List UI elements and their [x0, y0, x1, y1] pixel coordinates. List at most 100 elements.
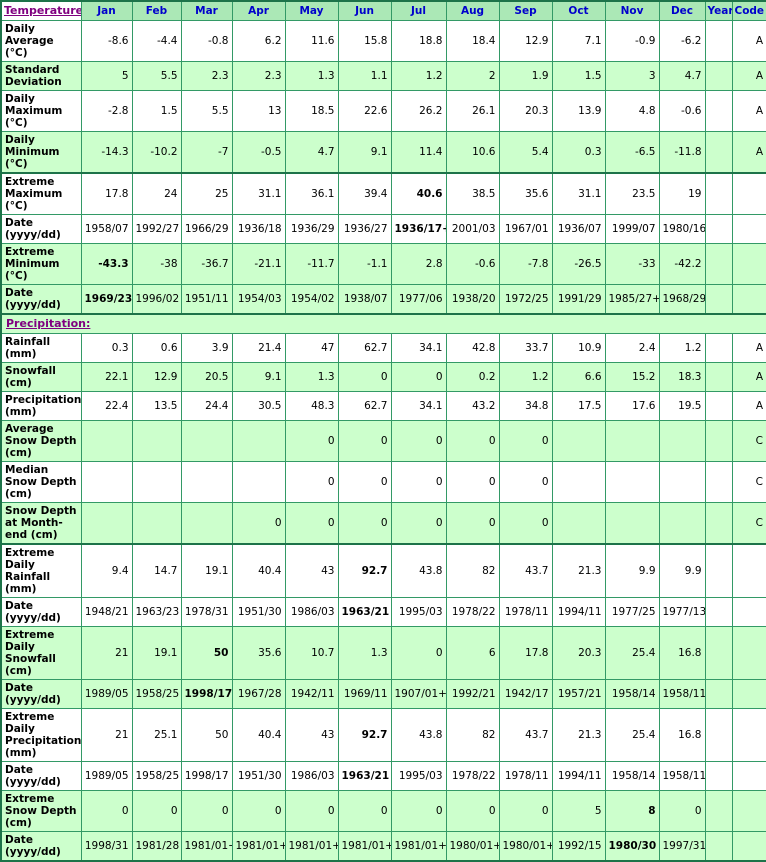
data-cell: 34.1 — [390, 333, 447, 363]
table-row: Rainfall (mm) 0.3 0.6 3.9 21.4 47 62.7 34.1 42.8… — [0, 333, 766, 363]
data-cell — [80, 461, 133, 503]
data-cell: 31.1 — [551, 172, 606, 215]
data-cell: 25.1 — [131, 708, 182, 762]
data-cell: 12.9 — [498, 20, 553, 62]
data-cell: -6.5 — [604, 131, 660, 174]
data-cell: 26.2 — [390, 90, 447, 132]
data-cell: 50 — [180, 708, 233, 762]
data-cell: 1978/11 — [498, 761, 553, 791]
row-label: Average Snow Depth (cm) — [0, 420, 82, 462]
data-cell: 1989/05 — [80, 679, 133, 709]
data-cell: 43.8 — [390, 708, 447, 762]
data-cell: 9.1 — [231, 362, 286, 392]
data-cell: 1995/03 — [390, 761, 447, 791]
code-cell — [731, 708, 766, 762]
data-cell: 8 — [604, 790, 660, 832]
data-cell: 21.3 — [551, 708, 606, 762]
data-cell: 1994/11 — [551, 597, 606, 627]
data-cell: 62.7 — [337, 391, 392, 421]
data-cell: 1981/01+ — [284, 831, 339, 862]
data-cell: 6.6 — [551, 362, 606, 392]
month-header-may: May — [284, 0, 339, 21]
data-cell: 43.7 — [498, 708, 553, 762]
data-cell: 2.4 — [604, 333, 660, 363]
data-cell: 0 — [284, 502, 339, 545]
data-cell: 21.3 — [551, 543, 606, 598]
data-cell: 1980/01+ — [498, 831, 553, 862]
table-row: Snowfall (cm) 22.1 12.9 20.5 9.1 1.3 0 0 0.2 1.2 6… — [0, 362, 766, 392]
data-cell: -21.1 — [231, 243, 286, 285]
section-title-temperature[interactable]: Temperature: — [4, 4, 81, 17]
data-cell: 82 — [445, 708, 500, 762]
data-cell: 1963/21 — [337, 597, 392, 627]
table-row: Snow Depth at Month-end (cm) 0 0 0 0 0 0 C — [0, 502, 766, 545]
data-cell: 5.4 — [498, 131, 553, 174]
header-row: Temperature: Jan Feb Mar Apr May Jun Jul Aug Sep O… — [0, 0, 766, 21]
table-row: Daily Maximum (°C) -2.8 1.5 5.5 13 18.5 22.6 26… — [0, 90, 766, 132]
data-cell: -7.8 — [498, 243, 553, 285]
data-cell: 0 — [337, 790, 392, 832]
data-cell: 1.3 — [284, 61, 339, 91]
data-cell: 1980/16 — [658, 214, 706, 244]
data-cell: -10.2 — [131, 131, 182, 174]
year-cell — [704, 420, 733, 462]
data-cell: 1981/01+ — [180, 831, 233, 862]
row-label: Rainfall (mm) — [0, 333, 82, 363]
table-row: Extreme Maximum (°C) 17.8 24 25 31.1 36.1 39.4… — [0, 172, 766, 215]
table-row: Date (yyyy/dd) 1998/31 1981/28 1981/01+ 1981… — [0, 831, 766, 862]
data-cell: 1958/11 — [658, 679, 706, 709]
table-row: Average Snow Depth (cm) 0 0 0 0 0 C — [0, 420, 766, 462]
data-cell: 1986/03 — [284, 597, 339, 627]
data-cell: 33.7 — [498, 333, 553, 363]
code-cell — [731, 284, 766, 315]
code-cell: C — [731, 502, 766, 545]
data-cell: 6.2 — [231, 20, 286, 62]
code-cell — [731, 790, 766, 832]
data-cell: 0 — [390, 502, 447, 545]
data-cell: 23.5 — [604, 172, 660, 215]
data-cell: 0.3 — [80, 333, 133, 363]
data-cell: 1994/11 — [551, 761, 606, 791]
data-cell: 1954/02 — [284, 284, 339, 315]
month-header-nov: Nov — [604, 0, 660, 21]
year-cell — [704, 172, 733, 215]
data-cell: 19.1 — [180, 543, 233, 598]
data-cell: 62.7 — [337, 333, 392, 363]
data-cell: 2.8 — [390, 243, 447, 285]
row-label: Date (yyyy/dd) — [0, 284, 82, 315]
data-cell: 2001/03 — [445, 214, 500, 244]
data-cell: 21 — [80, 708, 133, 762]
data-cell: 1981/01+ — [390, 831, 447, 862]
data-cell: 5.5 — [131, 61, 182, 91]
year-cell — [704, 790, 733, 832]
row-label: Precipitation (mm) — [0, 391, 82, 421]
month-header-oct: Oct — [551, 0, 606, 21]
data-cell: 1.2 — [498, 362, 553, 392]
data-cell: 1.5 — [131, 90, 182, 132]
data-cell: 43 — [284, 708, 339, 762]
data-cell: 10.7 — [284, 626, 339, 680]
table-row: Extreme Daily Rainfall (mm) 9.4 14.7 19.1 40… — [0, 543, 766, 598]
data-cell: 43.7 — [498, 543, 553, 598]
year-cell — [704, 626, 733, 680]
code-cell: A — [731, 333, 766, 363]
table-row: Standard Deviation 5 5.5 2.3 2.3 1.3 1.1 1.2 2 1.… — [0, 61, 766, 91]
data-cell: 21.4 — [231, 333, 286, 363]
code-cell — [731, 597, 766, 627]
data-cell: 92.7 — [337, 543, 392, 598]
data-cell: 1991/29 — [551, 284, 606, 315]
data-cell — [551, 461, 606, 503]
table-row: Date (yyyy/dd) 1989/05 1958/25 1998/17 1967/… — [0, 679, 766, 709]
year-cell — [704, 461, 733, 503]
data-cell — [80, 420, 133, 462]
data-cell: 1978/31 — [180, 597, 233, 627]
data-cell: 1.5 — [551, 61, 606, 91]
year-cell — [704, 214, 733, 244]
row-label: Extreme Maximum (°C) — [0, 172, 82, 215]
data-cell: 0 — [231, 502, 286, 545]
section-title-precipitation[interactable]: Precipitation: — [6, 317, 91, 330]
year-cell — [704, 243, 733, 285]
data-cell: 1978/22 — [445, 597, 500, 627]
month-header-aug: Aug — [445, 0, 500, 21]
